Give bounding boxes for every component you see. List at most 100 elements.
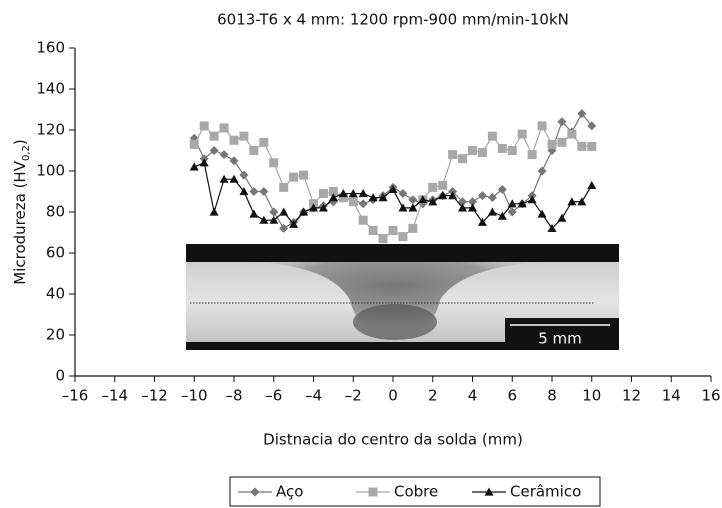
marker-triangle [537,209,547,218]
marker-square [289,172,299,182]
marker-triangle [219,174,229,183]
marker-triangle [259,215,269,224]
marker-square [537,121,547,131]
marker-triangle [378,193,388,202]
marker-triangle [279,207,289,216]
marker-square [348,197,358,207]
marker-triangle [418,195,428,204]
marker-diamond [458,197,468,207]
marker-triangle [368,193,378,202]
legend-box [229,476,601,507]
marker-square [269,158,279,168]
marker-square [577,141,587,151]
marker-diamond [269,207,279,217]
marker-diamond [587,121,597,131]
marker-triangle [309,203,318,212]
y-axis-label-text: Microdureza (HV [11,160,29,284]
marker-diamond [507,207,517,217]
marker-square [388,225,398,235]
x-tick-label: 8 [547,387,557,405]
marker-square [517,129,527,139]
x-tick-label: 16 [701,387,720,405]
x-tick-label: –12 [141,387,168,405]
marker-square [229,135,239,145]
marker-triangle [527,195,537,204]
marker-square [219,123,229,133]
y-tick-label: 20 [46,326,65,344]
inset-scale-label: 5 mm [538,330,582,348]
x-tick-label: –2 [345,387,362,405]
marker-square [477,148,487,158]
marker-triangle [398,203,408,212]
marker-diamond [477,191,487,201]
marker-diamond [537,166,547,176]
marker-diamond [577,109,587,119]
y-tick-label: 160 [36,39,65,57]
marker-diamond [468,197,477,207]
inset-weld [250,262,540,340]
marker-triangle [448,191,458,200]
x-tick-label: –14 [101,387,128,405]
marker-square [368,487,378,497]
inset-root [353,304,437,340]
marker-triangle [209,207,219,216]
x-tick-label: –4 [305,387,322,405]
marker-triangle [269,215,279,224]
y-axis-label: Microdureza (HV0,2) [11,139,32,284]
marker-triangle [239,187,249,196]
x-tick-label: –8 [225,387,242,405]
marker-diamond [408,195,418,205]
legend-label: Cobre [394,483,438,501]
marker-square [338,193,348,203]
marker-square [497,143,507,153]
marker-diamond [557,117,567,127]
marker-triangle [249,209,259,218]
marker-square [249,146,259,155]
marker-triangle [358,189,368,198]
marker-triangle [299,207,309,216]
x-tick-label: –6 [265,387,282,405]
marker-triangle [428,197,438,206]
marker-triangle [408,203,418,212]
marker-square [328,187,338,196]
y-axis-label-subscript: 0,2 [21,145,32,161]
y-axis-label-text: ) [11,139,29,145]
marker-triangle [229,174,239,183]
marker-square [199,121,209,131]
marker-triangle [199,158,209,167]
x-tick-label: –16 [62,387,89,405]
marker-square [557,137,567,147]
marker-triangle [388,184,398,194]
marker-triangle [348,189,358,198]
y-tick-label: 60 [46,244,65,262]
x-tick-label: 0 [388,387,398,405]
marker-square [408,223,418,233]
series-line [193,124,592,240]
marker-square [487,131,497,141]
marker-triangle [547,223,557,232]
marker-triangle [458,203,468,212]
marker-square [527,150,537,160]
marker-square [189,139,199,149]
marker-triangle [487,207,497,216]
inset-scale-box [505,318,619,350]
marker-triangle [318,203,328,212]
y-tick-label: 100 [36,162,65,180]
marker-diamond [497,184,507,194]
x-tick-label: 10 [582,387,601,405]
legend-label: Aço [276,483,303,501]
marker-square [239,131,249,141]
marker-square [507,146,517,155]
x-tick-label: –10 [181,387,208,405]
marker-square [458,154,468,164]
marker-diamond [249,187,259,196]
marker-square [547,139,557,149]
marker-triangle [328,193,338,202]
marker-square [448,150,458,160]
marker-square [567,129,577,139]
y-tick-label: 40 [46,285,65,303]
marker-square [468,146,477,155]
marker-triangle [189,162,199,171]
marker-triangle [497,211,507,220]
